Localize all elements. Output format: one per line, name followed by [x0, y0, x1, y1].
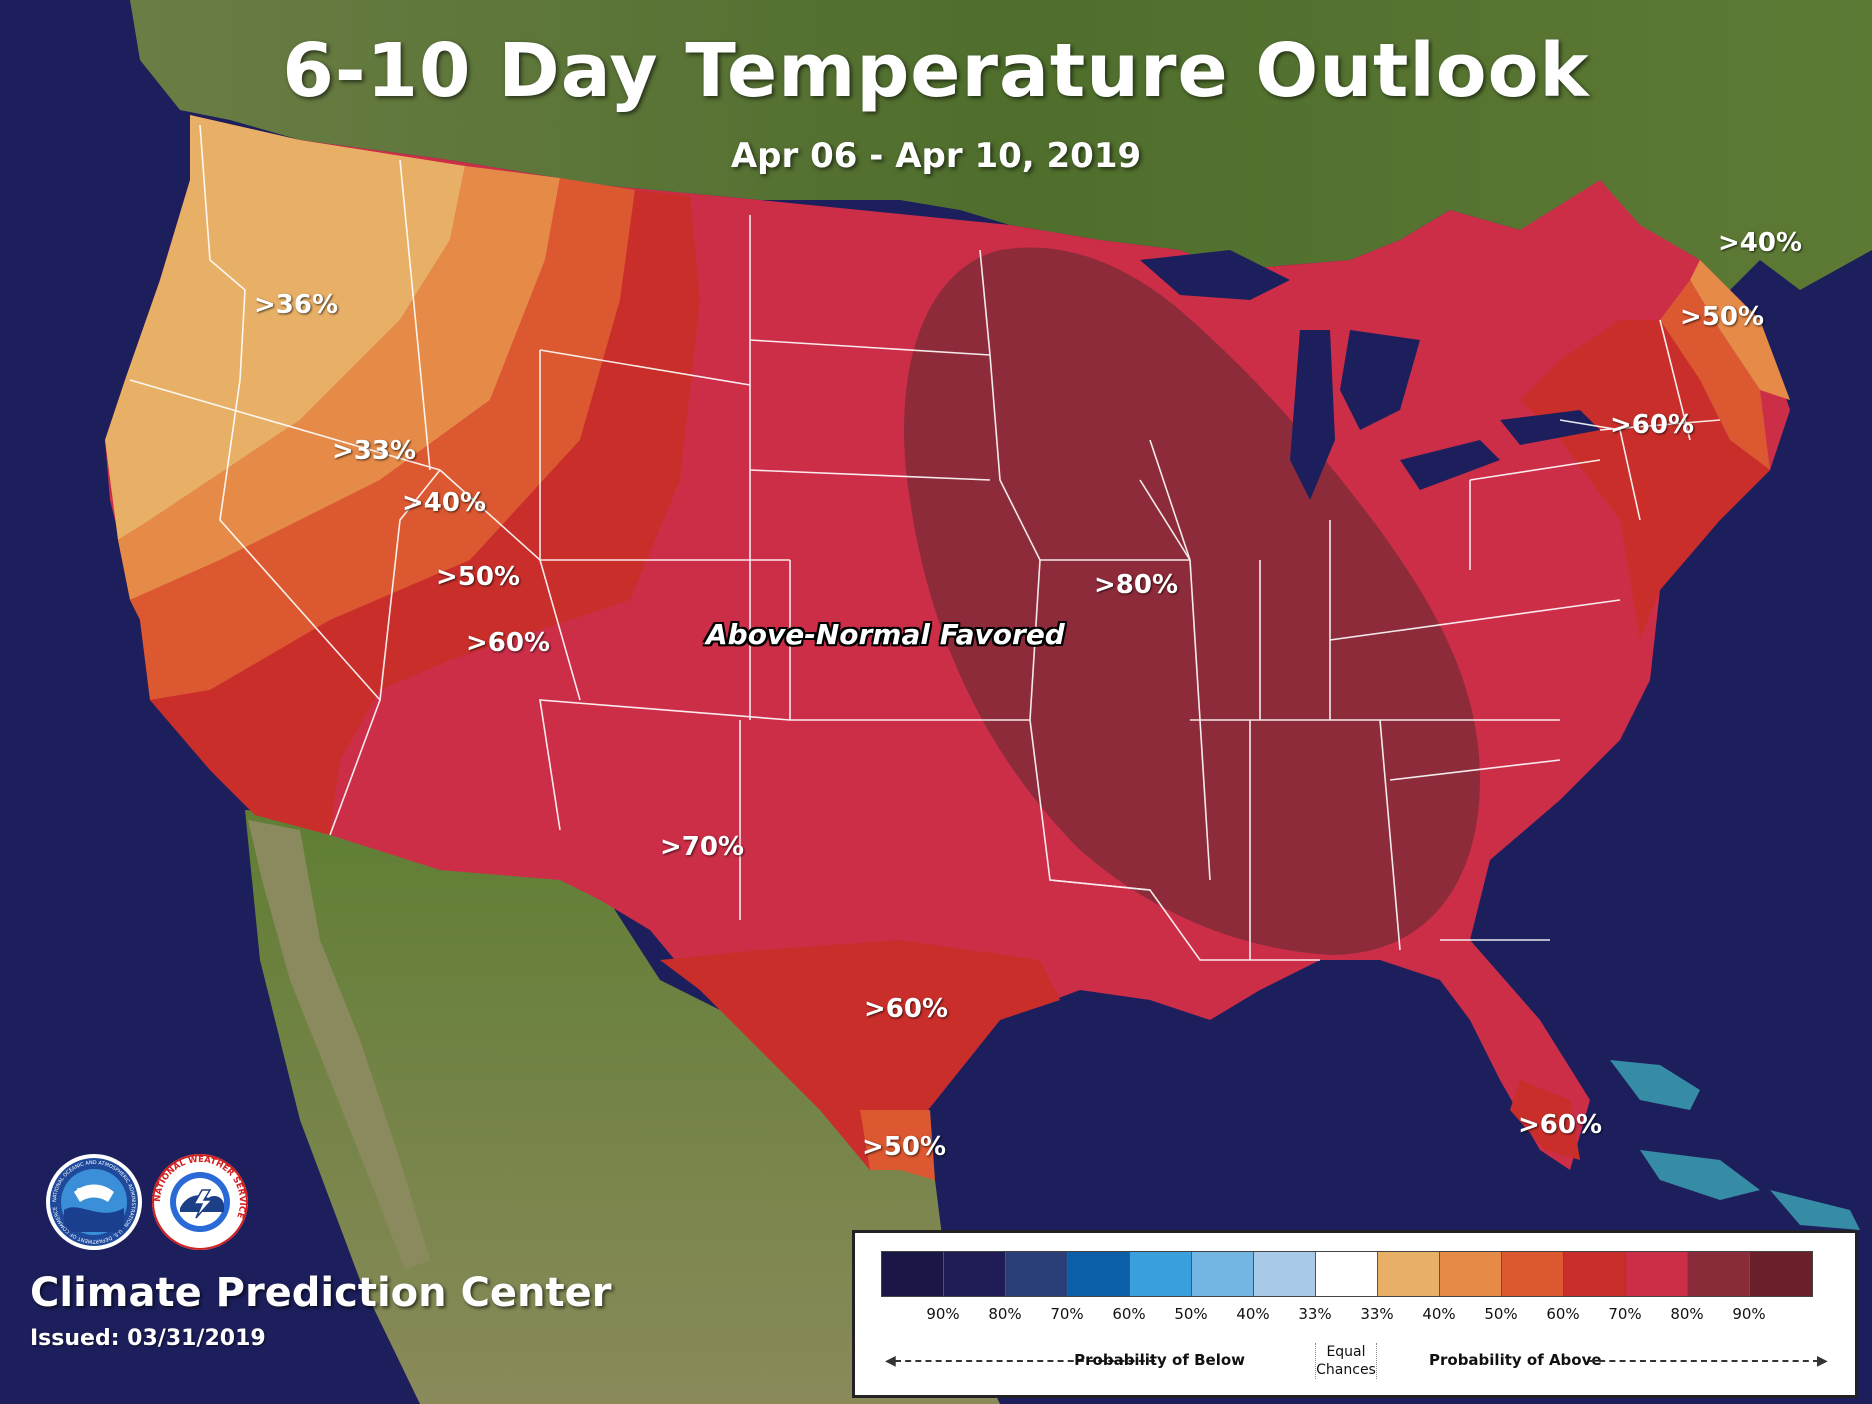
- zone-above-60-west: [150, 190, 700, 835]
- probability-legend: 90% 80% 70% 60% 50% 40% 33% 33% 40% 50% 60% 70% 80% 9…: [852, 1230, 1858, 1398]
- legend-swatch: [1564, 1252, 1626, 1296]
- legend-color-bar: [881, 1251, 1813, 1297]
- legend-tick-label: 33%: [1298, 1305, 1332, 1323]
- legend-tick-label: 50%: [1174, 1305, 1208, 1323]
- great-lakes: [1140, 250, 1600, 500]
- legend-swatch: [1068, 1252, 1130, 1296]
- baja-peninsula: [248, 820, 430, 1270]
- legend-swatch: [1688, 1252, 1750, 1296]
- legend-swatch: [1502, 1252, 1564, 1296]
- right-arrow-icon: ▶: [1817, 1353, 1828, 1369]
- zone-above-60-texas: [660, 940, 1060, 1170]
- legend-equal-chances: Equal Chances: [1315, 1343, 1377, 1379]
- legend-tick-label: 60%: [1112, 1305, 1146, 1323]
- state-borders: [129, 124, 1721, 961]
- caribbean-islands: [1610, 1060, 1860, 1230]
- noaa-logo-text: NOAA: [76, 1186, 112, 1199]
- nws-logo: NATIONAL WEATHER SERVICE: [152, 1154, 248, 1250]
- above-arrow-line: [1589, 1360, 1819, 1362]
- legend-swatch: [1626, 1252, 1688, 1296]
- probability-label: >40%: [1718, 228, 1803, 258]
- zone-above-33: [105, 115, 465, 540]
- legend-tick-label: 80%: [988, 1305, 1022, 1323]
- legend-swatch: [1006, 1252, 1068, 1296]
- legend-tick-label: 33%: [1360, 1305, 1394, 1323]
- probability-label: >50%: [436, 562, 521, 592]
- below-arrow-line: [895, 1360, 1155, 1362]
- probability-label: >60%: [466, 628, 551, 658]
- legend-tick-labels: 90% 80% 70% 60% 50% 40% 33% 33% 40% 50% 60% 70% 80% 9…: [881, 1305, 1872, 1329]
- legend-tick-label: 50%: [1484, 1305, 1518, 1323]
- left-arrow-icon: ◀: [885, 1353, 896, 1369]
- legend-swatch: [1440, 1252, 1502, 1296]
- probability-label: >80%: [1094, 570, 1179, 600]
- zone-above-60-florida: [1510, 1080, 1580, 1160]
- legend-swatch: [1192, 1252, 1254, 1296]
- zone-above-40: [118, 166, 560, 600]
- legend-swatch: [944, 1252, 1006, 1296]
- issued-date: Issued: 03/31/2019: [30, 1326, 266, 1351]
- legend-tick-label: 90%: [1732, 1305, 1766, 1323]
- legend-swatch: [1378, 1252, 1440, 1296]
- legend-tick-label: 60%: [1546, 1305, 1580, 1323]
- legend-swatch: [882, 1252, 944, 1296]
- legend-tick-label: 40%: [1236, 1305, 1270, 1323]
- center-name: Climate Prediction Center: [30, 1270, 612, 1316]
- probability-label: >60%: [1610, 410, 1695, 440]
- canada-landmass: [130, 0, 1872, 300]
- noaa-logo: NOAA NATIONAL OCEANIC AND ATMOSPHERIC AD…: [46, 1154, 142, 1250]
- zone-above-60-northeast: [1520, 320, 1770, 640]
- probability-label: >36%: [254, 290, 339, 320]
- probability-label: >33%: [332, 436, 417, 466]
- zone-above-50-texas: [860, 1110, 935, 1180]
- legend-swatch: [1130, 1252, 1192, 1296]
- probability-label: >60%: [864, 994, 949, 1024]
- legend-swatch: [1254, 1252, 1316, 1296]
- zone-above-50-newengland: [1660, 280, 1770, 470]
- mexico-landmass: [245, 810, 1000, 1404]
- probability-label: >40%: [402, 488, 487, 518]
- probability-label: >60%: [1518, 1110, 1603, 1140]
- legend-swatch: [1750, 1252, 1812, 1296]
- legend-tick-label: 80%: [1670, 1305, 1704, 1323]
- probability-label: >50%: [1680, 302, 1765, 332]
- zone-above-40-maine: [1690, 260, 1790, 400]
- legend-tick-label: 90%: [926, 1305, 960, 1323]
- legend-above-label: Probability of Above: [1429, 1351, 1602, 1369]
- map-date-range: Apr 06 - Apr 10, 2019: [730, 136, 1142, 176]
- probability-label: >70%: [660, 832, 745, 862]
- legend-below-label: Probability of Below: [1074, 1351, 1245, 1369]
- zone-above-50: [130, 178, 635, 700]
- legend-swatch: [1316, 1252, 1378, 1296]
- map-title: 6-10 Day Temperature Outlook: [282, 28, 1590, 114]
- legend-tick-label: 70%: [1608, 1305, 1642, 1323]
- legend-tick-label: 40%: [1422, 1305, 1456, 1323]
- above-normal-favored-label: Above-Normal Favored: [706, 618, 1065, 651]
- legend-tick-label: 70%: [1050, 1305, 1084, 1323]
- probability-label: >50%: [862, 1132, 947, 1162]
